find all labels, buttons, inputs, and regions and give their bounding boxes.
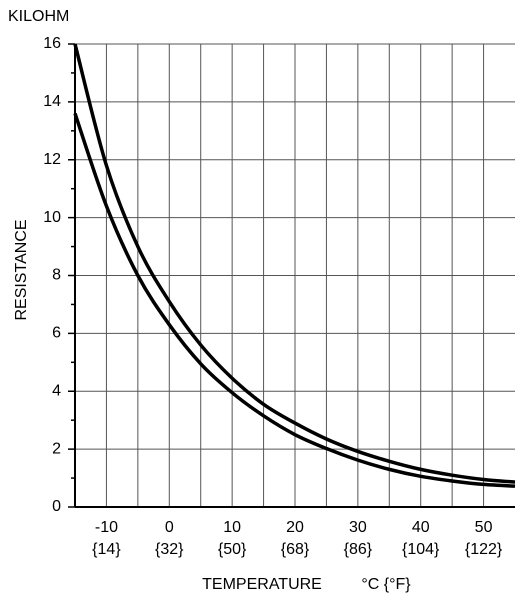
x-tick-label: 20 bbox=[286, 519, 304, 536]
y-tick-label: 6 bbox=[52, 325, 61, 342]
x-tick-label: 10 bbox=[223, 519, 241, 536]
x-axis-label: TEMPERATURE bbox=[202, 576, 322, 593]
curve bbox=[73, 43, 516, 484]
y-tick-label: 4 bbox=[52, 382, 61, 399]
x-tick-label-fahrenheit: {68} bbox=[281, 541, 310, 558]
x-unit-label: °C {°F} bbox=[361, 576, 411, 593]
x-tick-label: 30 bbox=[349, 519, 367, 536]
y-tick-label: 0 bbox=[52, 498, 61, 515]
y-tick-label: 14 bbox=[43, 93, 61, 110]
y-tick-label: 8 bbox=[52, 267, 61, 284]
x-tick-label-fahrenheit: {86} bbox=[344, 541, 373, 558]
x-tick-label-fahrenheit: {122} bbox=[465, 541, 503, 558]
x-tick-label: 40 bbox=[412, 519, 430, 536]
y-tick-label: 12 bbox=[43, 151, 61, 168]
y-tick-label: 10 bbox=[43, 209, 61, 226]
x-tick-label-fahrenheit: {32} bbox=[155, 541, 184, 558]
x-tick-label: 50 bbox=[475, 519, 493, 536]
y-axis-label: RESISTANCE bbox=[13, 219, 30, 320]
x-tick-label-fahrenheit: {14} bbox=[92, 541, 121, 558]
x-tick-label-fahrenheit: {104} bbox=[402, 541, 440, 558]
y-tick-label: 2 bbox=[52, 440, 61, 457]
x-tick-label: 0 bbox=[165, 519, 174, 536]
y-tick-label: 16 bbox=[43, 35, 61, 52]
x-tick-label: -10 bbox=[95, 519, 118, 536]
curve bbox=[73, 112, 516, 488]
x-tick-label-fahrenheit: {50} bbox=[218, 541, 247, 558]
y-unit-label: KILOHM bbox=[8, 8, 69, 25]
